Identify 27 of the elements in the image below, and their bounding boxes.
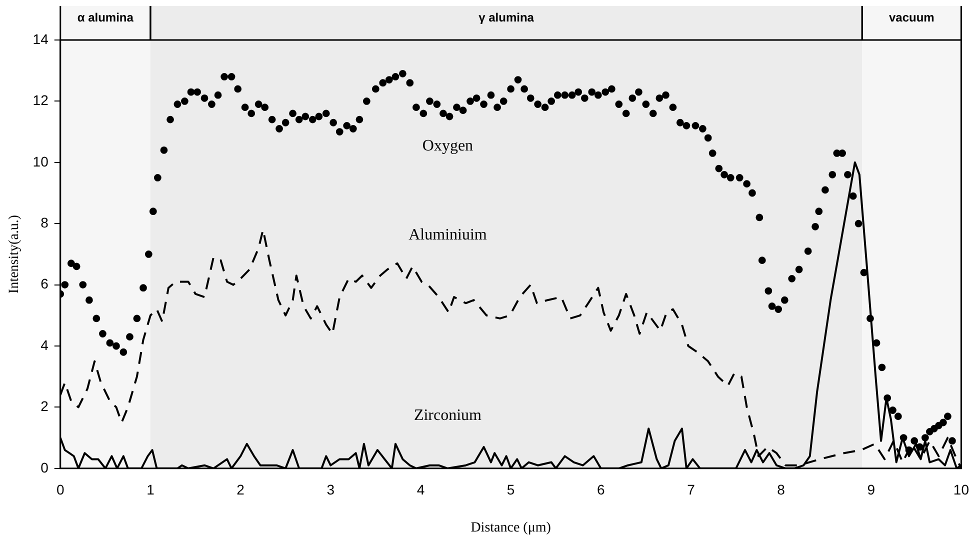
y-tick-label: 12 [32,92,49,108]
y-tick-label: 0 [40,459,49,476]
x-tick-label: 6 [596,482,605,498]
y-tick-label: 10 [32,153,49,170]
series-label: Aluminiuim [408,226,488,244]
x-tick-label: 7 [687,482,696,498]
x-tick-label: 3 [326,482,335,498]
band-label: vacuum [888,10,934,24]
x-tick-label: 0 [56,482,64,498]
y-axis-title: Intensity(a.u.) [7,214,22,294]
series-label: Oxygen [422,138,474,155]
x-tick-label: 9 [867,482,876,498]
x-tick-label: 8 [777,482,786,498]
y-tick-label: 14 [32,30,49,47]
x-tick-label: 1 [146,482,155,498]
x-tick-label: 4 [416,482,425,498]
x-axis-title: Distance (μm) [470,520,552,536]
y-tick-label: 8 [40,214,49,230]
band-label: α alumina [77,10,134,24]
x-tick-label: 5 [506,482,515,498]
band-label: γ alumina [478,10,534,24]
y-tick-label: 4 [40,336,49,353]
x-tick-label: 2 [236,482,245,498]
x-tick-label: 10 [953,482,970,498]
y-tick-label: 2 [40,398,49,414]
series-label: Zirconium [414,407,482,424]
y-tick-label: 6 [40,276,49,292]
